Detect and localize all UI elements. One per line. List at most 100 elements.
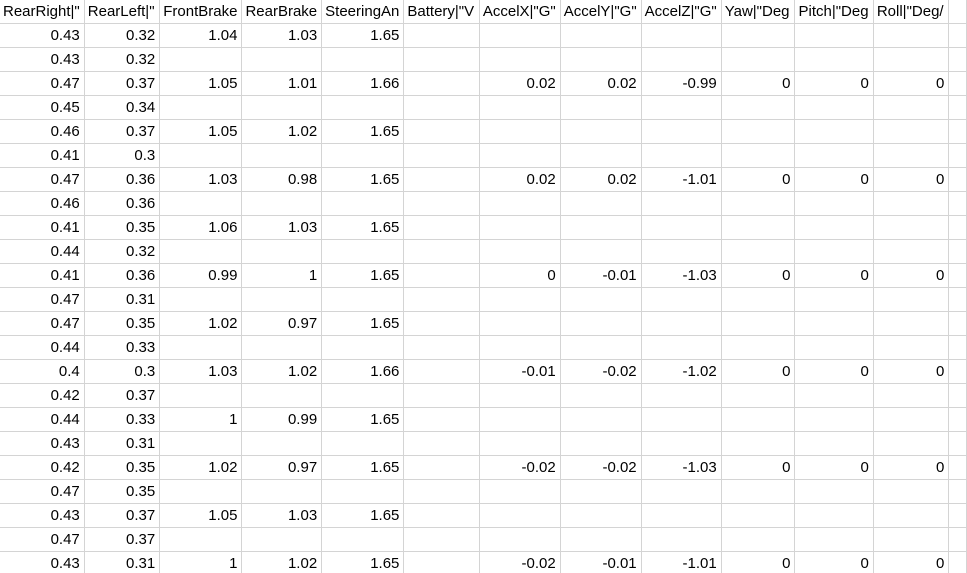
table-cell[interactable] <box>721 239 796 264</box>
table-cell[interactable] <box>479 215 561 240</box>
table-cell[interactable]: 0.35 <box>84 479 161 504</box>
table-cell[interactable]: 0.35 <box>84 455 161 480</box>
table-cell[interactable] <box>241 191 323 216</box>
table-cell[interactable]: 0.42 <box>0 455 85 480</box>
table-cell[interactable] <box>159 431 243 456</box>
table-cell[interactable] <box>873 143 950 168</box>
table-cell[interactable] <box>948 287 967 312</box>
table-cell[interactable]: 0.42 <box>0 383 85 408</box>
table-cell[interactable] <box>479 335 561 360</box>
table-cell[interactable]: 0.43 <box>0 503 85 528</box>
table-cell[interactable] <box>641 383 722 408</box>
table-cell[interactable] <box>641 479 722 504</box>
table-cell[interactable] <box>948 503 967 528</box>
table-cell[interactable] <box>721 431 796 456</box>
table-cell[interactable]: 0.37 <box>84 383 161 408</box>
table-cell[interactable] <box>403 527 480 552</box>
table-cell[interactable]: 0.37 <box>84 71 161 96</box>
table-cell[interactable] <box>721 47 796 72</box>
table-cell[interactable] <box>241 383 323 408</box>
table-cell[interactable] <box>641 47 722 72</box>
table-cell[interactable] <box>560 383 642 408</box>
table-cell[interactable]: 0.36 <box>84 167 161 192</box>
table-cell[interactable] <box>159 287 243 312</box>
table-cell[interactable] <box>159 383 243 408</box>
table-cell[interactable]: 0 <box>721 167 796 192</box>
table-cell[interactable]: 0 <box>873 455 950 480</box>
table-cell[interactable]: 0.99 <box>159 263 243 288</box>
table-cell[interactable]: 0.31 <box>84 287 161 312</box>
table-cell[interactable]: 0.47 <box>0 71 85 96</box>
table-cell[interactable] <box>403 143 480 168</box>
table-cell[interactable] <box>560 23 642 48</box>
table-cell[interactable] <box>403 167 480 192</box>
table-cell[interactable] <box>721 287 796 312</box>
table-cell[interactable]: 0 <box>794 359 874 384</box>
table-cell[interactable] <box>403 503 480 528</box>
table-cell[interactable] <box>794 215 874 240</box>
table-cell[interactable]: 0.3 <box>84 359 161 384</box>
table-cell[interactable]: 0.98 <box>241 167 323 192</box>
table-cell[interactable] <box>403 215 480 240</box>
table-cell[interactable] <box>159 95 243 120</box>
table-cell[interactable] <box>641 239 722 264</box>
table-cell[interactable] <box>241 143 323 168</box>
table-cell[interactable] <box>721 479 796 504</box>
table-cell[interactable] <box>873 527 950 552</box>
table-cell[interactable] <box>403 479 480 504</box>
table-cell[interactable] <box>560 215 642 240</box>
table-cell[interactable]: 0.36 <box>84 263 161 288</box>
table-cell[interactable] <box>873 479 950 504</box>
table-cell[interactable] <box>241 287 323 312</box>
table-cell[interactable] <box>873 287 950 312</box>
table-cell[interactable] <box>321 335 405 360</box>
table-cell[interactable]: 0 <box>721 455 796 480</box>
column-header-cell[interactable]: Roll|"Deg/ <box>873 0 950 24</box>
table-cell[interactable] <box>159 527 243 552</box>
table-cell[interactable] <box>403 239 480 264</box>
column-header-cell[interactable]: Battery|"V <box>403 0 480 24</box>
table-cell[interactable] <box>479 479 561 504</box>
table-cell[interactable]: 1.02 <box>241 359 323 384</box>
table-cell[interactable] <box>794 311 874 336</box>
table-cell[interactable] <box>948 215 967 240</box>
table-cell[interactable]: 0.43 <box>0 23 85 48</box>
table-cell[interactable] <box>560 191 642 216</box>
table-cell[interactable]: -1.03 <box>641 263 722 288</box>
table-cell[interactable]: 1.05 <box>159 503 243 528</box>
table-cell[interactable]: 1.65 <box>321 23 405 48</box>
table-cell[interactable]: 0 <box>794 167 874 192</box>
table-cell[interactable] <box>479 191 561 216</box>
table-cell[interactable] <box>873 119 950 144</box>
table-cell[interactable]: 0.3 <box>84 143 161 168</box>
table-cell[interactable] <box>873 311 950 336</box>
table-cell[interactable] <box>794 119 874 144</box>
table-cell[interactable] <box>794 23 874 48</box>
table-cell[interactable] <box>560 335 642 360</box>
table-cell[interactable] <box>794 287 874 312</box>
table-cell[interactable] <box>873 23 950 48</box>
table-cell[interactable]: 0 <box>873 167 950 192</box>
table-cell[interactable] <box>721 527 796 552</box>
table-cell[interactable] <box>641 23 722 48</box>
table-cell[interactable] <box>794 431 874 456</box>
table-cell[interactable]: -0.01 <box>479 359 561 384</box>
table-cell[interactable] <box>948 23 967 48</box>
table-cell[interactable]: 0.43 <box>0 47 85 72</box>
table-cell[interactable] <box>794 527 874 552</box>
table-cell[interactable]: 1.65 <box>321 503 405 528</box>
table-cell[interactable]: 1.02 <box>159 455 243 480</box>
table-cell[interactable] <box>479 143 561 168</box>
table-cell[interactable] <box>873 503 950 528</box>
table-cell[interactable] <box>403 335 480 360</box>
table-cell[interactable] <box>948 191 967 216</box>
table-cell[interactable] <box>403 311 480 336</box>
table-cell[interactable] <box>794 191 874 216</box>
table-cell[interactable]: 0 <box>794 71 874 96</box>
table-cell[interactable] <box>721 119 796 144</box>
table-cell[interactable] <box>641 287 722 312</box>
table-cell[interactable] <box>403 71 480 96</box>
table-cell[interactable]: 1.04 <box>159 23 243 48</box>
table-cell[interactable] <box>159 479 243 504</box>
table-cell[interactable] <box>948 239 967 264</box>
